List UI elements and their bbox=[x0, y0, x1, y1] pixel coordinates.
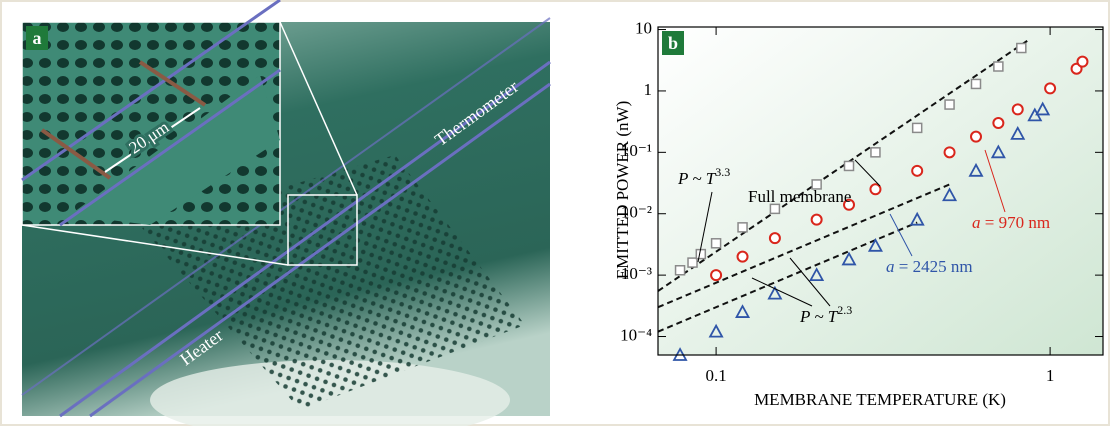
heater-line bbox=[89, 82, 551, 418]
x-axis-label: MEMBRANE TEMPERATURE (K) bbox=[754, 390, 1006, 409]
point bbox=[736, 250, 749, 263]
annotation-base: P ~ T bbox=[677, 169, 717, 188]
point bbox=[710, 269, 723, 282]
x-tick-label: 0.1 bbox=[705, 366, 726, 385]
panel-badge bbox=[662, 31, 684, 55]
inset-membrane bbox=[70, 75, 280, 225]
point bbox=[843, 198, 856, 211]
point bbox=[695, 248, 707, 260]
point bbox=[767, 285, 783, 300]
panel-a: 20 μm Heater Thermometer a bbox=[21, 0, 551, 426]
point bbox=[1011, 103, 1024, 116]
point bbox=[944, 99, 955, 110]
x-tick-label: 1 bbox=[1046, 366, 1055, 385]
point bbox=[911, 164, 924, 177]
annotation-exponent: 3.3 bbox=[715, 165, 730, 179]
point bbox=[768, 232, 781, 245]
annotation-base: P ~ T bbox=[799, 307, 839, 326]
panel-label: b bbox=[668, 33, 678, 53]
point bbox=[843, 160, 855, 172]
point bbox=[710, 238, 722, 249]
point bbox=[811, 179, 822, 190]
fit-line bbox=[657, 183, 950, 309]
point bbox=[870, 147, 881, 158]
inset-line bbox=[21, 0, 281, 182]
annotation: P ~ T3.3 bbox=[677, 165, 730, 188]
y-axis-label: EMITTED POWER (nW) bbox=[613, 101, 632, 279]
thermometer-line bbox=[21, 17, 551, 396]
y-tick-label: 1 bbox=[644, 80, 653, 99]
leader bbox=[984, 149, 1006, 213]
plot-frame bbox=[657, 26, 1104, 356]
y-tick-label: 10 bbox=[635, 18, 652, 37]
leader bbox=[889, 213, 913, 257]
annotation: a = 970 nm bbox=[972, 213, 1050, 232]
point bbox=[990, 144, 1006, 159]
point bbox=[737, 222, 748, 233]
annotation: Full membrane bbox=[748, 187, 851, 206]
point bbox=[909, 211, 925, 226]
point bbox=[841, 251, 857, 266]
zoom-line bbox=[279, 21, 358, 196]
annotation-exponent: 2.3 bbox=[837, 303, 852, 317]
panel-label: a bbox=[33, 28, 42, 48]
annotation-variable: a bbox=[972, 213, 981, 232]
point bbox=[1010, 125, 1026, 140]
resistor bbox=[40, 128, 112, 180]
annotation: a = 2425 nm bbox=[886, 257, 973, 276]
point bbox=[687, 257, 698, 268]
point bbox=[867, 237, 883, 252]
point bbox=[970, 130, 983, 143]
point bbox=[1016, 42, 1027, 54]
point bbox=[993, 61, 1004, 72]
y-tick-label: 10⁻¹ bbox=[621, 141, 652, 160]
y-tick-label: 10⁻² bbox=[621, 203, 652, 222]
point bbox=[911, 122, 923, 134]
leader bbox=[751, 277, 813, 307]
point bbox=[735, 304, 751, 318]
heater-line bbox=[59, 60, 551, 418]
inset-line bbox=[59, 68, 281, 227]
leader bbox=[854, 159, 881, 187]
y-tick-label: 10⁻³ bbox=[621, 264, 652, 283]
point bbox=[970, 78, 982, 90]
point bbox=[708, 323, 724, 338]
annotation-variable: a bbox=[886, 257, 895, 276]
point bbox=[769, 203, 781, 215]
point bbox=[1035, 101, 1051, 116]
point bbox=[869, 183, 882, 196]
annotation-text: = 2425 nm bbox=[899, 257, 973, 276]
point bbox=[968, 162, 984, 177]
point bbox=[992, 117, 1005, 130]
point bbox=[810, 213, 823, 226]
scale-arrow bbox=[104, 107, 201, 173]
panel-badge bbox=[26, 26, 48, 50]
leader bbox=[789, 257, 831, 307]
point bbox=[809, 267, 825, 282]
point bbox=[674, 265, 686, 276]
point bbox=[1076, 55, 1089, 68]
point bbox=[942, 187, 958, 202]
annotation-text: = 970 nm bbox=[985, 213, 1050, 232]
y-tick-label: 10⁻⁴ bbox=[620, 325, 652, 344]
zoom-line bbox=[21, 224, 289, 266]
point bbox=[1044, 82, 1057, 95]
resistor bbox=[138, 60, 207, 107]
annotation: P ~ T2.3 bbox=[799, 303, 852, 326]
leader bbox=[697, 191, 713, 263]
zoom-box bbox=[287, 194, 358, 266]
point bbox=[943, 146, 956, 159]
annotations: Full membrane P ~ T3.3 a = 970 nm a = 24… bbox=[677, 149, 1050, 326]
